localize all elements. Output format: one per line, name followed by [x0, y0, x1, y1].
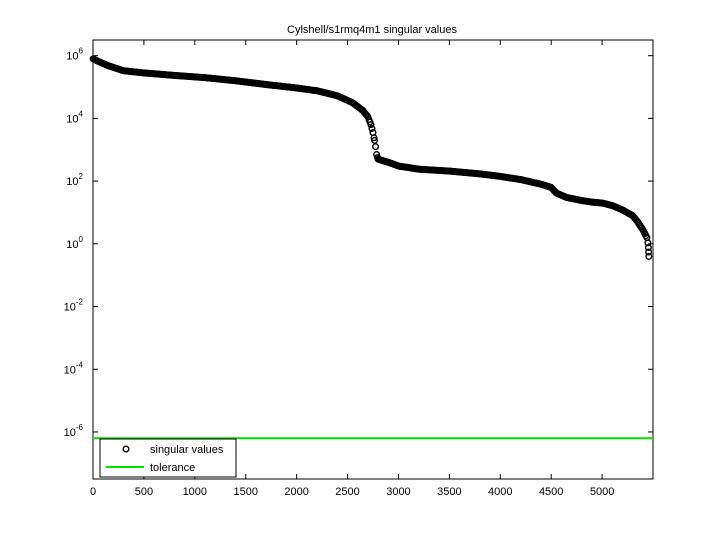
- y-tick-label: 106: [66, 47, 83, 63]
- y-tick-label: 104: [66, 109, 83, 125]
- y-tick-label: 10-2: [64, 298, 84, 314]
- x-tick-label: 4500: [539, 486, 563, 498]
- data-point: [645, 252, 653, 260]
- x-tick-label: 3500: [437, 486, 461, 498]
- y-tick-label: 100: [66, 235, 83, 251]
- series-layer: [89, 55, 653, 440]
- x-tick-label: 5000: [590, 486, 614, 498]
- data-point: [367, 121, 375, 129]
- legend-box: [99, 438, 237, 478]
- legend-marker-singular-values: [122, 445, 130, 453]
- x-tick-label: 500: [135, 486, 153, 498]
- y-tick-label: 10-6: [64, 423, 84, 439]
- legend-label-tolerance: tolerance: [150, 462, 195, 474]
- data-point: [371, 136, 379, 144]
- plot-area: [92, 39, 654, 480]
- chart-title: Cylshell/s1rmq4m1 singular values: [287, 24, 457, 36]
- data-point: [644, 244, 652, 252]
- data-point: [368, 125, 376, 133]
- x-tick-label: 3000: [386, 486, 410, 498]
- legend: singular values tolerance: [99, 438, 237, 478]
- x-tick-label: 2500: [335, 486, 359, 498]
- legend-label-singular-values: singular values: [150, 444, 224, 456]
- data-point: [644, 239, 652, 247]
- x-tick-label: 2000: [284, 486, 308, 498]
- y-tick-label: 10-4: [64, 360, 84, 376]
- x-tick-label: 4000: [488, 486, 512, 498]
- data-point: [372, 143, 380, 151]
- x-tick-label: 0: [90, 486, 96, 498]
- x-tick-label: 1000: [183, 486, 207, 498]
- y-tick-label: 102: [66, 172, 83, 188]
- y-axis: 10-6 10-4 10-2 100 102 104 106: [64, 47, 653, 439]
- x-axis: 0 500 1000 1500 2000 2500 3000 3500 4000 4500 5000: [90, 40, 614, 498]
- series-singular-values: [89, 55, 653, 260]
- x-tick-label: 1500: [233, 486, 257, 498]
- data-point: [645, 248, 653, 256]
